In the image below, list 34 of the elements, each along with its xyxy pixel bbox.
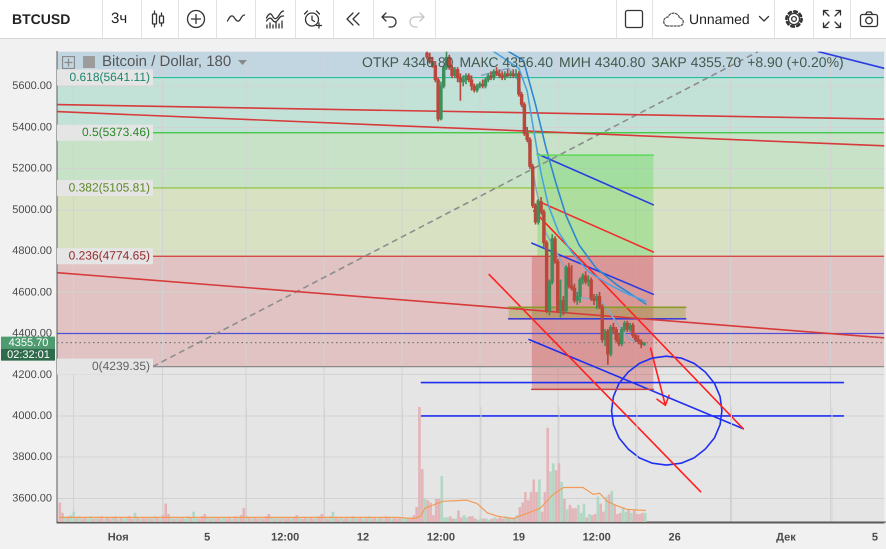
y-tick-label: 4200.00 [12, 368, 52, 381]
text: 3ч [111, 9, 128, 29]
annotation: МИН 4340.80 [559, 53, 646, 71]
x-tick-label: 12 [356, 532, 370, 544]
annotation: ЗАКР 4355.70 [651, 53, 742, 71]
y-tick-label: 3600.00 [12, 492, 52, 504]
text: BTCUSD [12, 10, 70, 29]
x-tick-label: 19 [512, 532, 525, 544]
x-tick-label: 12:00 [582, 532, 611, 544]
ref-line-label: 0.382(5105.81) [68, 180, 150, 194]
x-tick-label: 5 [204, 532, 210, 544]
y-tick-label: 3800.00 [12, 451, 52, 464]
chart-title: Bitcoin / Dollar, 180 [102, 53, 232, 71]
text: 4355.70 [8, 337, 48, 350]
y-tick-label: 5600.00 [12, 80, 52, 92]
annotation: +8.90 (+0.20%) [747, 53, 844, 71]
text: 02:32:01 [7, 349, 50, 362]
x-tick-label: Дек [776, 532, 796, 544]
x-tick-label: 12:00 [426, 532, 455, 544]
y-tick-label: 5400.00 [12, 121, 52, 134]
ref-line-label: 0.236(4774.65) [68, 248, 150, 263]
x-tick-label: 26 [668, 532, 681, 544]
y-tick-label: 4600.00 [12, 286, 52, 298]
text: Unnamed [689, 10, 750, 29]
y-tick-label: 4000.00 [12, 410, 52, 422]
y-tick-label: 5200.00 [12, 162, 52, 175]
ref-line-label: 0.5(5373.46) [82, 125, 150, 140]
x-tick-label: 5 [872, 532, 878, 544]
x-tick-label: Ноя [108, 532, 129, 544]
y-tick-label: 5000.00 [12, 204, 52, 216]
y-tick-label: 4800.00 [12, 245, 52, 258]
ref-line-label: 0.618(5641.11) [69, 70, 150, 84]
ref-line-label: 0(4239.35) [92, 358, 150, 373]
x-tick-label: 12:00 [271, 532, 300, 544]
